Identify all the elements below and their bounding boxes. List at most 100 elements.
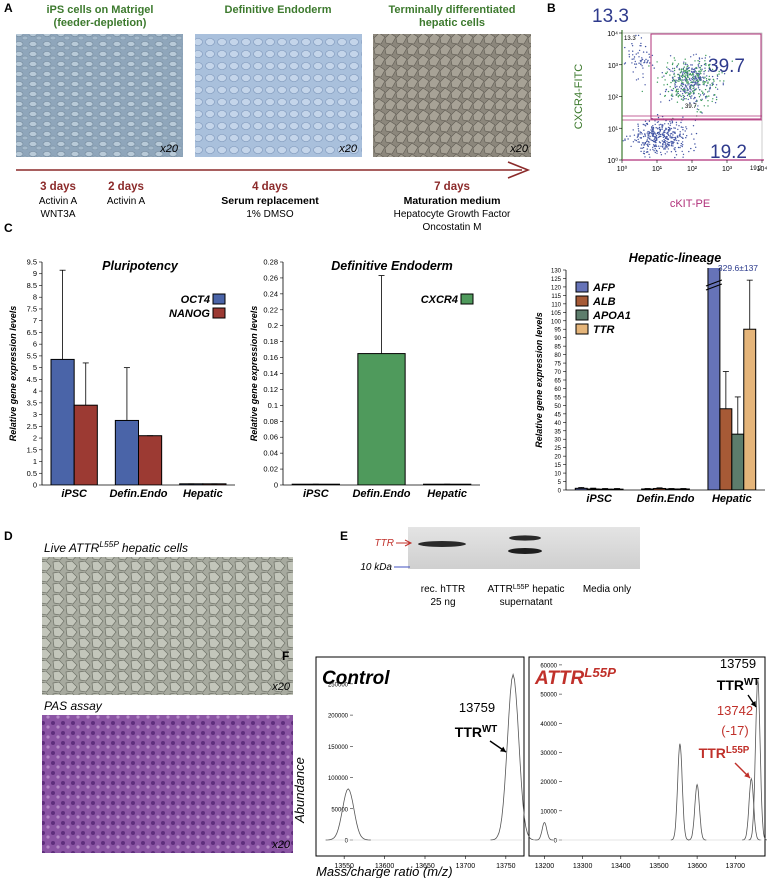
y-tick-label: 0.06 bbox=[263, 433, 278, 442]
error-bar bbox=[378, 275, 385, 354]
error-bar bbox=[680, 488, 687, 489]
event-dot bbox=[682, 63, 685, 65]
y-tick-label: 80 bbox=[554, 353, 561, 359]
event-dot bbox=[706, 75, 708, 77]
event-dot bbox=[656, 136, 658, 139]
event-dot bbox=[685, 128, 688, 130]
event-dot bbox=[648, 141, 650, 143]
event-dot bbox=[660, 145, 662, 147]
y-tick-label: 0.08 bbox=[263, 417, 278, 426]
event-dot bbox=[647, 136, 649, 138]
event-dot bbox=[659, 135, 661, 138]
error-bar bbox=[578, 487, 585, 489]
event-dot bbox=[653, 150, 655, 152]
event-dot bbox=[696, 73, 698, 76]
x-tick-label: iPSC bbox=[61, 488, 88, 500]
event-dot bbox=[697, 65, 700, 67]
event-dot bbox=[657, 77, 659, 79]
event-dot bbox=[692, 76, 694, 78]
event-dot bbox=[673, 80, 675, 82]
event-dot bbox=[652, 125, 654, 127]
event-dot bbox=[690, 96, 692, 98]
event-dot bbox=[628, 53, 630, 56]
y-tick-label: 8 bbox=[33, 293, 37, 302]
peak-label: TTRL55P bbox=[699, 745, 750, 762]
event-dot bbox=[672, 145, 674, 147]
event-dot bbox=[698, 60, 701, 63]
event-dot bbox=[687, 76, 689, 79]
axis-label: Abundance bbox=[292, 757, 307, 824]
event-dot bbox=[623, 63, 626, 65]
event-dot bbox=[692, 68, 694, 71]
event-dot bbox=[687, 82, 689, 84]
event-dot bbox=[721, 72, 723, 74]
event-dot bbox=[692, 93, 695, 95]
event-dot bbox=[716, 78, 718, 80]
event-dot bbox=[672, 131, 674, 134]
step-line: WNT3A bbox=[41, 209, 76, 220]
event-dot bbox=[680, 69, 682, 71]
event-dot bbox=[658, 145, 660, 147]
event-dot bbox=[669, 129, 671, 131]
event-dot bbox=[654, 144, 656, 147]
event-dot bbox=[716, 75, 719, 77]
x-tick-label: 10¹ bbox=[652, 166, 663, 173]
arrow-head bbox=[507, 161, 531, 179]
event-dot bbox=[653, 139, 655, 141]
event-dot bbox=[650, 139, 652, 141]
event-dot bbox=[682, 83, 685, 85]
event-dot bbox=[674, 147, 676, 149]
event-dot bbox=[689, 87, 691, 89]
event-dot bbox=[695, 66, 697, 69]
y-tick-label: 20 bbox=[554, 455, 561, 461]
event-dot bbox=[653, 130, 655, 133]
event-dot bbox=[673, 148, 675, 150]
event-dot bbox=[669, 133, 672, 135]
event-dot bbox=[650, 129, 652, 131]
event-dot bbox=[674, 127, 676, 129]
event-dot bbox=[712, 82, 714, 84]
y-tick-label: 0.2 bbox=[268, 321, 278, 330]
event-dot bbox=[706, 79, 708, 82]
bar bbox=[641, 488, 655, 490]
event-dot bbox=[699, 89, 701, 91]
event-dot bbox=[681, 85, 684, 88]
event-dot bbox=[652, 148, 654, 151]
event-dot bbox=[646, 61, 649, 63]
event-dot bbox=[650, 132, 652, 134]
peak-shift: (-17) bbox=[721, 723, 748, 738]
error-bar bbox=[614, 488, 621, 490]
event-dot bbox=[714, 102, 717, 104]
peak bbox=[490, 672, 536, 841]
event-dot bbox=[675, 124, 678, 126]
event-dot bbox=[681, 74, 683, 77]
y-tick-label: 10³ bbox=[608, 63, 619, 70]
y-tick-label: 1 bbox=[33, 457, 37, 466]
event-dot bbox=[650, 126, 653, 128]
event-dot bbox=[723, 73, 726, 75]
y-tick-label: 0 bbox=[274, 481, 278, 490]
event-dot bbox=[681, 93, 684, 95]
event-dot bbox=[673, 78, 675, 81]
y-tick-label: 4 bbox=[33, 387, 37, 396]
event-dot bbox=[688, 70, 691, 72]
event-dot bbox=[700, 99, 703, 102]
event-dot bbox=[637, 52, 639, 54]
axis-label: Relative gene expression levels bbox=[534, 312, 544, 448]
y-tick-label: 0.12 bbox=[263, 385, 278, 394]
event-dot bbox=[698, 67, 700, 69]
event-dot bbox=[691, 81, 694, 83]
event-dot bbox=[663, 135, 666, 138]
event-dot bbox=[687, 70, 689, 72]
error-bar bbox=[656, 487, 663, 489]
event-dot bbox=[641, 58, 644, 61]
event-dot bbox=[638, 130, 640, 132]
event-dot bbox=[703, 93, 706, 95]
event-dot bbox=[685, 137, 687, 139]
x-tick-label: Hepatic bbox=[183, 488, 223, 500]
event-dot bbox=[686, 87, 689, 90]
y-tick-label: 0.16 bbox=[263, 353, 278, 362]
event-dot bbox=[671, 63, 674, 66]
event-dot bbox=[677, 63, 680, 65]
peak bbox=[325, 788, 371, 841]
